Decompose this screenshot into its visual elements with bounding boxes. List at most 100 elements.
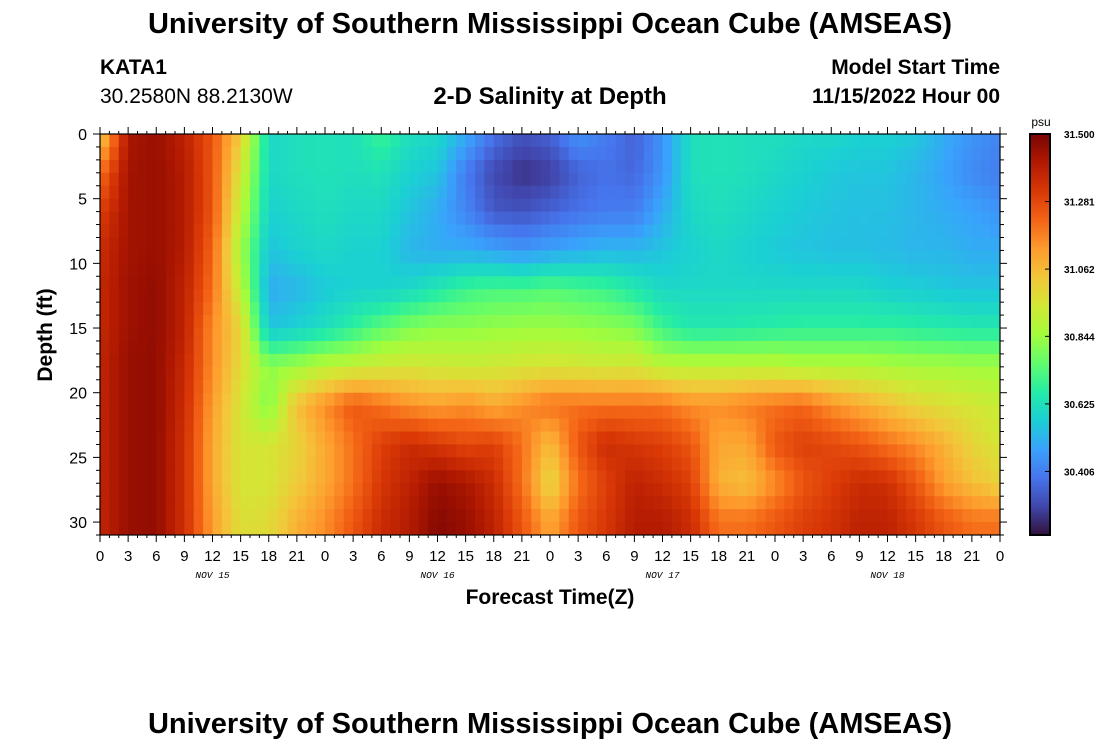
heatmap-cell [943,340,954,355]
heatmap-cell [100,211,110,226]
heatmap-cell [728,366,739,381]
heatmap-cell [953,185,964,200]
heatmap-cell [437,470,448,484]
heatmap-cell [540,198,551,213]
heatmap-cell [746,185,757,200]
heatmap-cell [934,405,945,420]
heatmap-cell [709,237,720,252]
heatmap-cell [568,263,579,277]
heatmap-cell [531,237,542,252]
heatmap-cell [840,483,851,497]
heatmap-cell [531,405,542,420]
heatmap-cell [671,289,682,303]
heatmap-cell [653,172,664,187]
heatmap-cell [259,353,270,368]
heatmap-cell [803,302,814,316]
heatmap-cell [503,146,514,161]
heatmap-cell [915,470,926,484]
heatmap-cell [953,457,964,471]
heatmap-cell [887,315,898,329]
heatmap-cell [568,315,579,329]
heatmap-cell [578,470,589,484]
heatmap-cell [746,470,757,484]
heatmap-cell [100,224,110,239]
heatmap-cell [381,405,392,420]
heatmap-cell [793,457,804,471]
heatmap-cell [559,289,570,303]
heatmap-cell [512,250,523,264]
heatmap-cell [915,224,926,239]
heatmap-cell [709,250,720,264]
heatmap-cell [962,237,973,252]
heatmap-cell [550,340,560,355]
heatmap-cell [381,470,392,484]
heatmap-cell [531,418,542,433]
heatmap-cell [165,224,176,239]
heatmap-cell [503,289,514,303]
heatmap-cell [756,340,767,355]
heatmap-cell [756,224,767,239]
heatmap-cell [446,444,457,458]
heatmap-cell [381,483,392,497]
heatmap-cell [990,146,1000,161]
heatmap-cell [418,483,429,497]
heatmap-cell [596,340,607,355]
heatmap-cell [250,431,260,446]
heatmap-cell [278,263,289,277]
heatmap-cell [362,509,373,523]
heatmap-cell [587,483,598,497]
heatmap-cell [268,276,279,290]
heatmap-cell [981,250,992,264]
heatmap-cell [146,340,157,355]
heatmap-cell [428,457,439,471]
heatmap-cell [587,496,598,510]
heatmap-cell [240,431,251,446]
heatmap-cell [756,198,767,213]
heatmap-cell [606,366,617,381]
heatmap-cell [315,444,326,458]
heatmap-cell [137,146,148,161]
heatmap-cell [915,276,926,290]
heatmap-cell [484,366,495,381]
heatmap-cell [371,431,382,446]
station-id: KATA1 [100,56,167,79]
heatmap-cell [118,134,129,148]
heatmap-cell [381,263,392,277]
heatmap-cell [681,315,692,329]
heatmap-cell [756,315,767,329]
heatmap-cell [165,328,176,342]
heatmap-cell [962,328,973,342]
heatmap-cell [231,353,242,368]
heatmap-cell [896,315,907,329]
heatmap-cell [850,509,860,523]
heatmap-cell [521,211,532,226]
heatmap-cell [625,263,635,277]
heatmap-cell [400,328,410,342]
heatmap-cell [690,496,701,510]
heatmap-cell [962,315,973,329]
heatmap-cell [512,328,523,342]
heatmap-cell [287,315,298,329]
heatmap-cell [465,392,476,407]
heatmap-cell [437,328,448,342]
heatmap-cell [428,483,439,497]
heatmap-cell [906,134,917,148]
heatmap-cell [128,237,139,252]
heatmap-cell [653,289,664,303]
heatmap-cell [765,444,776,458]
heatmap-cell [981,509,992,523]
heatmap-cell [446,366,457,381]
heatmap-cell [531,276,542,290]
heatmap-cell [803,509,814,523]
heatmap-cell [259,185,270,200]
heatmap-cell [240,496,251,510]
heatmap-cell [296,302,307,316]
heatmap-cell [962,263,973,277]
heatmap-cell [681,509,692,523]
heatmap-cell [334,509,345,523]
heatmap-cell [175,431,185,446]
heatmap-cell [381,315,392,329]
heatmap-cell [156,198,167,213]
heatmap-cell [634,276,645,290]
heatmap-cell [578,496,589,510]
